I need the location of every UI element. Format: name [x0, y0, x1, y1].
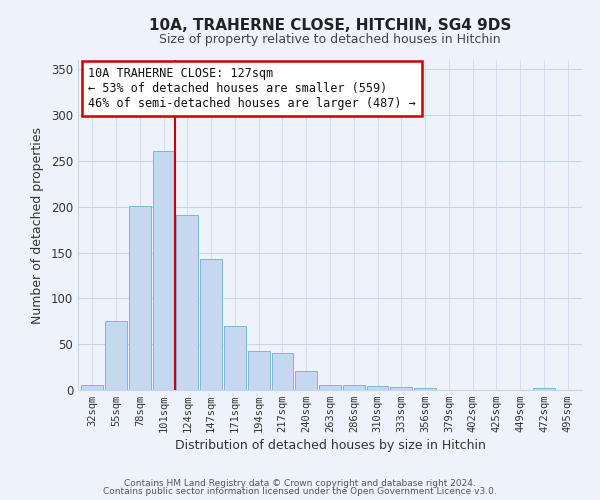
Text: Size of property relative to detached houses in Hitchin: Size of property relative to detached ho… [159, 32, 501, 46]
Bar [295, 371, 317, 390]
Bar [414, 388, 436, 390]
Bar [200, 259, 222, 390]
Bar [152, 151, 175, 390]
Bar [224, 326, 246, 390]
Bar [272, 354, 293, 390]
Bar [319, 384, 341, 390]
X-axis label: Distribution of detached houses by size in Hitchin: Distribution of detached houses by size … [175, 440, 485, 452]
Bar [82, 384, 103, 390]
Bar [105, 322, 127, 390]
Text: Contains HM Land Registry data © Crown copyright and database right 2024.: Contains HM Land Registry data © Crown c… [124, 478, 476, 488]
Bar [391, 387, 412, 390]
Text: 10A, TRAHERNE CLOSE, HITCHIN, SG4 9DS: 10A, TRAHERNE CLOSE, HITCHIN, SG4 9DS [149, 18, 511, 32]
Text: 10A TRAHERNE CLOSE: 127sqm
← 53% of detached houses are smaller (559)
46% of sem: 10A TRAHERNE CLOSE: 127sqm ← 53% of deta… [88, 66, 416, 110]
Bar [533, 388, 555, 390]
Bar [129, 206, 151, 390]
Bar [176, 215, 198, 390]
Y-axis label: Number of detached properties: Number of detached properties [31, 126, 44, 324]
Text: Contains public sector information licensed under the Open Government Licence v3: Contains public sector information licen… [103, 487, 497, 496]
Bar [367, 386, 388, 390]
Bar [248, 350, 269, 390]
Bar [343, 384, 365, 390]
